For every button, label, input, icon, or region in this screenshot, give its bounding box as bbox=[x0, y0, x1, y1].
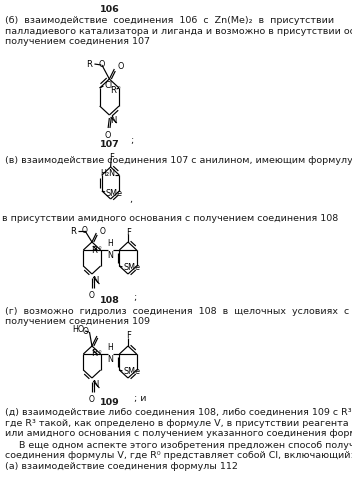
Text: палладиевого катализатора и лиганда и возможно в присутствии основания с: палладиевого катализатора и лиганда и во… bbox=[5, 26, 352, 35]
Text: В еще одном аспекте этого изобретения предложен способ получения: В еще одном аспекте этого изобретения пр… bbox=[19, 441, 352, 450]
Text: Cl: Cl bbox=[105, 80, 113, 89]
Text: (а) взаимодействие соединения формулы 112: (а) взаимодействие соединения формулы 11… bbox=[5, 462, 238, 471]
Text: N: N bbox=[93, 276, 99, 285]
Text: H₂N: H₂N bbox=[100, 169, 115, 178]
Text: H: H bbox=[108, 343, 113, 352]
Text: N: N bbox=[108, 251, 114, 260]
Text: O: O bbox=[118, 61, 124, 70]
Text: N: N bbox=[93, 380, 99, 389]
Text: (б)  взаимодействие  соединения  106  с  Zn(Me)₂  в  присутствии: (б) взаимодействие соединения 106 с Zn(M… bbox=[5, 16, 334, 25]
Text: (д) взаимодействие либо соединения 108, либо соединения 109 с R³NH₂,: (д) взаимодействие либо соединения 108, … bbox=[5, 408, 352, 417]
Text: R: R bbox=[92, 349, 98, 358]
Text: 109: 109 bbox=[100, 398, 119, 407]
Text: R: R bbox=[110, 85, 116, 94]
Text: (в) взаимодействие соединения 107 с анилином, имеющим формулу: (в) взаимодействие соединения 107 с анил… bbox=[5, 156, 352, 165]
Text: соединения формулы V, где R⁰ представляет собой Cl, включающий:: соединения формулы V, где R⁰ представляе… bbox=[5, 451, 352, 460]
Text: H: H bbox=[108, 239, 113, 248]
Text: 106: 106 bbox=[100, 5, 119, 14]
Text: SMe: SMe bbox=[106, 189, 123, 198]
Text: N: N bbox=[108, 355, 114, 364]
Text: N: N bbox=[110, 116, 117, 125]
Text: O: O bbox=[99, 227, 105, 236]
Text: ⁰: ⁰ bbox=[99, 247, 101, 252]
Text: ⁰: ⁰ bbox=[118, 87, 120, 92]
Text: O: O bbox=[89, 291, 95, 300]
Text: R: R bbox=[92, 246, 98, 254]
Text: где R³ такой, как определено в формуле V, в присутствии реагента сочетания: где R³ такой, как определено в формуле V… bbox=[5, 419, 352, 428]
Text: O: O bbox=[82, 226, 87, 235]
Text: O: O bbox=[83, 326, 89, 335]
Text: ;: ; bbox=[134, 293, 137, 302]
Text: SMe: SMe bbox=[123, 263, 140, 272]
Text: ; и: ; и bbox=[134, 394, 146, 403]
Text: (г)  возможно  гидролиз  соединения  108  в  щелочных  условиях  с: (г) возможно гидролиз соединения 108 в щ… bbox=[5, 307, 349, 316]
Text: F: F bbox=[109, 153, 114, 162]
Text: F: F bbox=[126, 331, 131, 340]
Text: ;: ; bbox=[131, 136, 134, 145]
Text: получением соединения 109: получением соединения 109 bbox=[5, 317, 150, 326]
Text: получением соединения 107: получением соединения 107 bbox=[5, 37, 150, 46]
Text: R: R bbox=[70, 227, 76, 236]
Text: ⁰: ⁰ bbox=[99, 351, 101, 356]
Text: в присутствии амидного основания с получением соединения 108: в присутствии амидного основания с получ… bbox=[2, 214, 339, 223]
Text: HO: HO bbox=[72, 325, 84, 334]
Text: O: O bbox=[105, 131, 111, 140]
Text: 107: 107 bbox=[100, 140, 119, 149]
Text: или амидного основания с получением указанного соединения формулы V.: или амидного основания с получением указ… bbox=[5, 429, 352, 438]
Text: F: F bbox=[126, 228, 131, 237]
Text: O: O bbox=[89, 395, 95, 404]
Text: 108: 108 bbox=[99, 296, 119, 305]
Text: R: R bbox=[86, 59, 92, 68]
Text: O: O bbox=[98, 59, 105, 68]
Text: ,: , bbox=[129, 195, 132, 204]
Text: SMe: SMe bbox=[123, 367, 140, 377]
